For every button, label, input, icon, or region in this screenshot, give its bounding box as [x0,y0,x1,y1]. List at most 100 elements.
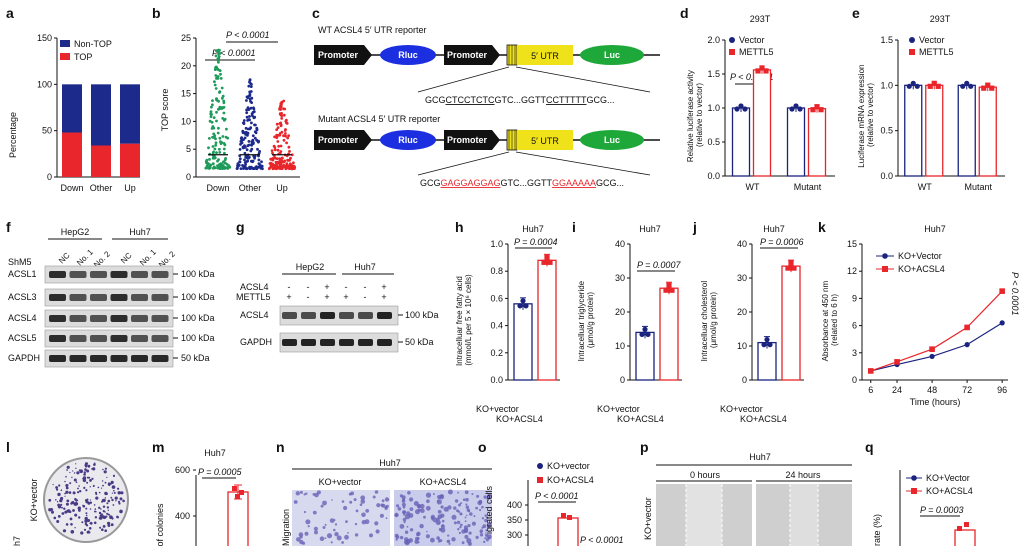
panel-d-title: 293T [750,14,771,24]
size-label: 50 kDa [181,353,210,363]
data-point [906,83,912,89]
data-point [208,158,211,161]
migrated-cell [314,530,318,535]
migrated-cell [423,515,426,519]
y-tick-label: 40 [615,239,625,249]
data-point [260,160,263,164]
colony [102,484,104,487]
data-point [208,137,211,140]
migrated-cell [395,513,398,517]
colony [74,513,78,517]
migrated-cell [469,512,473,516]
colony [66,465,70,469]
mut-rluc [380,130,436,150]
legend-label-nontop: Non-TOP [74,39,112,49]
panel-l-cut-label: h7 [12,536,22,546]
data-point [253,130,257,134]
migrated-cell [464,516,467,519]
colony [64,480,66,483]
migrated-cell [409,528,414,532]
data-point [209,112,213,116]
blot-band [90,335,107,342]
data-point [251,110,255,114]
migrated-cell [402,505,406,509]
panel-o-p1: P < 0.0001 [535,491,578,501]
data-point [239,490,244,495]
wt-utr [517,45,573,65]
colony [48,498,52,502]
colony [64,510,68,514]
migrated-cell [403,520,406,524]
data-point [215,97,218,101]
migrated-cell [334,532,339,537]
mut-seq-a: GCG [420,178,441,188]
data-point [289,156,292,160]
migrated-cell [438,527,442,532]
colony [51,508,53,510]
colony [80,531,84,535]
colony [87,501,91,505]
data-point [220,86,224,90]
data-point [248,78,252,82]
data-point [257,151,261,155]
data-point [273,156,277,160]
panel-i-title: Huh7 [639,224,661,234]
panel-label-h: h [455,219,464,235]
colony [64,495,66,497]
colony [113,489,115,492]
blot-band [301,339,316,346]
data-point [257,158,261,162]
panel-k-plot: 0 3 6 9 12 15 6 24 48 72 96 [847,239,1008,395]
colony [82,476,87,480]
colony [95,496,99,500]
data-point [247,140,251,143]
migrated-cell [406,525,409,528]
migrated-cell [425,534,430,539]
blot-band [49,335,66,342]
data-point [789,106,795,112]
colony [87,464,91,468]
colony [57,492,61,497]
migrated-cell [307,525,310,528]
migrated-cell [451,514,457,520]
migrated-cell [409,497,414,502]
migrated-cell [360,499,366,504]
panel-label-n: n [276,439,285,455]
data-point [867,368,874,374]
panel-label-b: b [152,5,161,21]
data-point [216,57,220,61]
migrated-cell [379,513,384,518]
data-point [213,83,217,87]
panel-i-plot: 0 10 20 30 40 [615,239,682,385]
panel-d-chart: 293T Relative luciferase activity (relat… [686,14,835,192]
colony [67,484,69,486]
data-point [964,522,969,527]
x-tick-label: 24 [892,385,902,395]
bar-ko-acsl4 [954,529,976,546]
colony [55,499,57,501]
colony [75,481,78,484]
data-point [232,486,237,491]
panel-h-ylabel-1: Intracelluar free fatty acid [455,276,464,366]
colony [93,504,96,506]
colony [75,500,78,502]
migrated-cell [402,498,406,502]
bar-nontop [91,84,111,146]
data-point [968,83,974,89]
migrated-cell [483,495,487,499]
colony [100,513,103,516]
x-tick-label: Up [124,183,136,193]
migrated-cell [402,510,407,514]
colony [109,515,113,519]
panel-b-p2: P < 0.0001 [212,48,255,58]
acsl4-sign: + [324,282,329,292]
size-label: 100 kDa [181,269,215,279]
wt-utr-label: 5′ UTR [531,51,559,61]
data-point [215,110,218,114]
migrated-cell [385,504,389,508]
blot-band [282,339,297,346]
migrated-cell [443,506,449,512]
data-point [250,82,253,86]
migrated-cell [403,513,406,516]
data-point [561,513,566,518]
